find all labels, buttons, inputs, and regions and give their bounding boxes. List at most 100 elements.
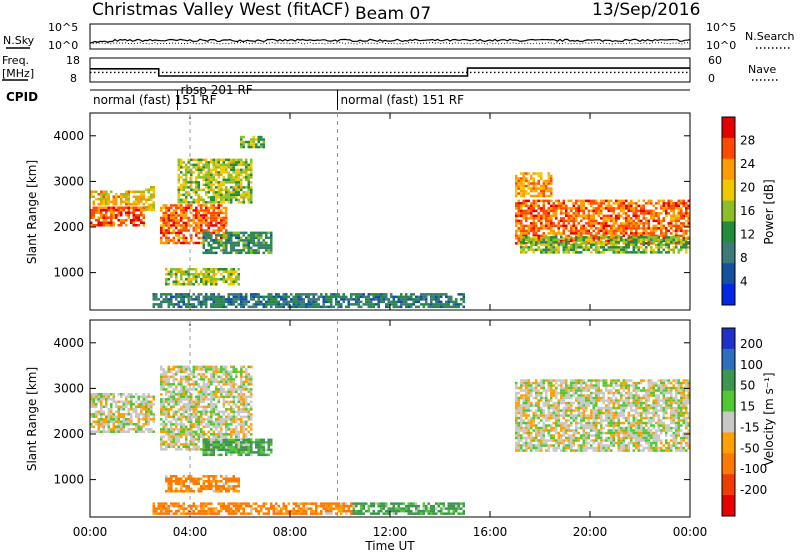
heatmap-cell <box>542 184 545 188</box>
heatmap-cell <box>680 212 683 215</box>
heatmap-cell <box>102 423 105 426</box>
heatmap-cell <box>187 380 190 384</box>
heatmap-cell <box>175 487 178 490</box>
heatmap-cell <box>292 305 295 309</box>
heatmap-cell <box>165 490 168 493</box>
heatmap-cell <box>370 298 373 301</box>
heatmap-cell <box>187 485 190 488</box>
heatmap-cell <box>177 403 180 406</box>
heatmap-cell <box>180 183 183 187</box>
heatmap-cell <box>557 224 560 228</box>
heatmap-cell <box>660 246 663 249</box>
heatmap-cell <box>205 209 208 212</box>
heatmap-cell <box>217 415 220 419</box>
heatmap-cell <box>160 231 163 235</box>
heatmap-cell <box>240 168 243 172</box>
heatmap-cell <box>187 168 190 172</box>
heatmap-cell <box>97 224 100 227</box>
heatmap-cell <box>182 300 185 304</box>
heatmap-cell <box>335 300 338 304</box>
heatmap-cell <box>187 241 190 245</box>
heatmap-cell <box>150 405 153 408</box>
heatmap-cell <box>612 217 615 220</box>
heatmap-cell <box>230 241 233 245</box>
heatmap-cell <box>177 415 180 419</box>
heatmap-cell <box>602 222 605 225</box>
heatmap-cell <box>167 368 170 371</box>
heatmap-cell <box>290 300 293 304</box>
heatmap-cell <box>605 239 608 243</box>
heatmap-cell <box>200 368 203 371</box>
heatmap-cell <box>632 243 635 247</box>
heatmap-cell <box>187 229 190 232</box>
heatmap-cell <box>260 138 263 141</box>
heatmap-cell <box>627 207 630 210</box>
heatmap-cell <box>667 204 670 208</box>
heatmap-cell <box>522 232 525 235</box>
heatmap-cell <box>210 373 213 376</box>
heatmap-cell <box>100 430 103 433</box>
heatmap-cell <box>687 229 690 233</box>
heatmap-cell <box>515 222 518 225</box>
heatmap-cell <box>260 241 263 245</box>
heatmap-cell <box>330 293 333 296</box>
heatmap-cell <box>557 227 560 230</box>
heatmap-cell <box>240 138 243 141</box>
heatmap-cell <box>237 188 240 192</box>
heatmap-cell <box>412 300 415 304</box>
heatmap-cell <box>612 229 615 233</box>
heatmap-cell <box>595 199 598 203</box>
heatmap-cell <box>117 418 120 421</box>
heatmap-cell <box>202 445 205 449</box>
heatmap-cell <box>165 214 168 217</box>
heatmap-cell <box>165 224 168 227</box>
heatmap-cell <box>225 475 228 478</box>
heatmap-cell <box>250 405 253 409</box>
heatmap-cell <box>192 385 195 389</box>
heatmap-cell <box>647 241 650 244</box>
heatmap-cell <box>175 221 178 225</box>
heatmap-cell <box>212 188 215 192</box>
heatmap-cell <box>302 305 305 309</box>
heatmap-cell <box>222 168 225 172</box>
heatmap-cell <box>210 375 213 379</box>
heatmap-cell <box>160 209 163 212</box>
heatmap-cell <box>530 177 533 180</box>
heatmap-cell <box>192 216 195 220</box>
heatmap-cell <box>532 222 535 225</box>
heatmap-cell <box>165 378 168 381</box>
heatmap-cell <box>667 243 670 247</box>
heatmap-cell <box>552 214 555 218</box>
heatmap-cell <box>592 214 595 218</box>
heatmap-cell <box>180 305 183 309</box>
heatmap-cell <box>185 385 188 389</box>
heatmap-cell <box>182 443 185 446</box>
heatmap-cell <box>200 423 203 426</box>
heatmap-cell <box>602 229 605 233</box>
heatmap-cell <box>237 251 240 255</box>
heatmap-cell <box>147 395 150 398</box>
heatmap-cell <box>102 206 105 209</box>
heatmap-cell <box>217 487 220 490</box>
heatmap-cell <box>202 430 205 434</box>
heatmap-cell <box>222 395 225 399</box>
heatmap-cell <box>200 280 203 283</box>
heatmap-cell <box>655 202 658 205</box>
heatmap-cell <box>245 140 248 144</box>
heatmap-cell <box>130 221 133 224</box>
heatmap-cell <box>225 198 228 202</box>
heatmap-cell <box>127 203 130 206</box>
heatmap-cell <box>187 477 190 480</box>
heatmap-cell <box>197 226 200 230</box>
heatmap-cell <box>597 222 600 225</box>
heatmap-cell <box>190 211 193 215</box>
heatmap-cell <box>177 295 180 299</box>
heatmap-cell <box>562 229 565 233</box>
cpid-label: CPID <box>6 90 38 104</box>
heatmap-cell <box>430 293 433 296</box>
heatmap-cell <box>650 202 653 205</box>
heatmap-cell <box>535 214 538 218</box>
heatmap-cell <box>517 209 520 213</box>
heatmap-cell <box>225 209 228 212</box>
heatmap-cell <box>182 428 185 431</box>
